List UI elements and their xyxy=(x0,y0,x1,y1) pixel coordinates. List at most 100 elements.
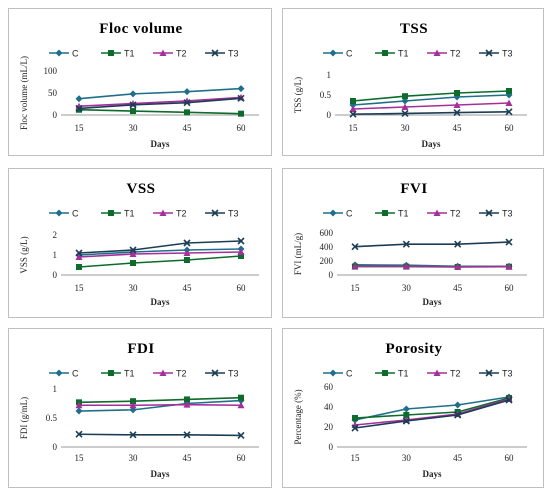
legend-marker-c xyxy=(55,49,63,57)
data-point-t3 xyxy=(75,249,83,257)
data-point-t3 xyxy=(129,431,137,439)
series-line-t1 xyxy=(354,397,510,419)
data-point-t1 xyxy=(130,398,136,405)
legend-marker-t1 xyxy=(108,210,114,216)
data-point-c xyxy=(402,405,410,413)
data-point-t1 xyxy=(402,93,408,100)
y-tick-label: 1 xyxy=(53,250,58,260)
legend-item-t2: T2 xyxy=(427,369,461,379)
series-line-t2 xyxy=(354,398,510,426)
series-line-c xyxy=(78,399,242,412)
chart-title: Floc volume xyxy=(99,21,182,37)
data-point-t3 xyxy=(183,431,191,439)
legend-label-t2: T2 xyxy=(176,369,187,379)
data-point-t2 xyxy=(402,262,410,270)
series-line-t3 xyxy=(78,433,242,437)
x-tick-label: 15 xyxy=(75,123,85,133)
x-tick-label: 15 xyxy=(351,453,361,463)
y-tick-label: 0.5 xyxy=(320,90,332,100)
x-axis-label: Days xyxy=(150,139,169,149)
legend-item-t2: T2 xyxy=(427,209,461,219)
legend-label-t3: T3 xyxy=(502,49,513,59)
series-t1 xyxy=(76,106,244,117)
data-point-t2 xyxy=(401,103,409,110)
legend-marker-t3 xyxy=(485,209,493,217)
y-tick-label: 400 xyxy=(320,242,334,252)
x-tick-label: 30 xyxy=(129,123,139,133)
data-point-t3 xyxy=(237,237,245,245)
data-point-t2 xyxy=(183,249,191,256)
legend-label-t2: T2 xyxy=(176,49,187,59)
data-point-t3 xyxy=(351,424,359,432)
legend-item-c: C xyxy=(323,49,353,59)
x-axis-label: Days xyxy=(150,297,169,307)
legend-label-t2: T2 xyxy=(450,49,461,59)
data-point-t3 xyxy=(454,411,462,419)
data-point-t2 xyxy=(75,401,83,409)
data-point-t2 xyxy=(183,401,191,408)
series-t2 xyxy=(75,248,245,260)
x-tick-label: 60 xyxy=(505,283,515,293)
data-point-t3 xyxy=(505,108,513,116)
data-point-t3 xyxy=(349,110,357,118)
legend-item-t2: T2 xyxy=(427,49,461,59)
legend-label-t1: T1 xyxy=(124,369,135,379)
data-point-c xyxy=(454,401,462,409)
legend-marker-t1 xyxy=(108,50,114,56)
data-point-t3 xyxy=(237,94,245,102)
legend-item-c: C xyxy=(49,209,79,219)
legend-label-t1: T1 xyxy=(398,369,409,379)
legend-marker-c xyxy=(329,369,337,377)
data-point-c xyxy=(237,85,245,93)
chart-panel-tss: TSS C T1 T2 T3 0 0.5 1 15 30 45 60 Days TSS (g/L) xyxy=(282,8,544,156)
data-point-t1 xyxy=(184,396,190,403)
series-t3 xyxy=(75,237,245,257)
series-line-c xyxy=(352,94,510,106)
data-point-t1 xyxy=(403,412,410,418)
legend-label-t3: T3 xyxy=(228,49,239,59)
data-point-t1 xyxy=(184,109,190,116)
data-point-t3 xyxy=(129,246,137,254)
legend-marker-t1 xyxy=(108,370,114,376)
x-axis-label: Days xyxy=(421,139,440,149)
data-point-t3 xyxy=(401,109,409,117)
data-point-t1 xyxy=(238,394,244,401)
x-tick-label: 60 xyxy=(505,453,515,463)
fdi-chart: FDI C T1 T2 T3 0 0.5 1 15 30 45 60 Days FDI (g/mL) xyxy=(19,341,259,479)
data-point-t3 xyxy=(453,109,461,117)
legend-item-c: C xyxy=(323,209,353,219)
x-axis-label: Days xyxy=(422,469,441,479)
series-line-t2 xyxy=(352,102,510,110)
series-t2 xyxy=(75,401,245,409)
x-tick-label: 60 xyxy=(505,123,515,133)
series-line-t3 xyxy=(352,111,510,115)
legend-marker-t3 xyxy=(485,369,493,377)
y-tick-label: 0 xyxy=(53,270,58,280)
data-point-t3 xyxy=(505,238,513,246)
data-point-c xyxy=(183,88,191,96)
data-point-t3 xyxy=(402,417,410,425)
x-tick-label: 15 xyxy=(75,283,85,293)
legend-marker-t2 xyxy=(433,369,441,376)
chart-title: FVI xyxy=(400,181,427,197)
legend-marker-t2 xyxy=(159,209,167,216)
chart-title: TSS xyxy=(400,21,428,37)
y-axis-label: TSS (g/L) xyxy=(293,77,303,113)
series-line-t2 xyxy=(79,403,242,407)
x-tick-label: 60 xyxy=(237,453,247,463)
y-tick-label: 40 xyxy=(324,402,334,412)
series-t1 xyxy=(76,253,244,270)
data-point-t2 xyxy=(453,101,461,108)
x-tick-label: 60 xyxy=(237,123,247,133)
legend-label-t2: T2 xyxy=(450,369,461,379)
legend-item-t3: T3 xyxy=(205,49,239,59)
x-tick-label: 45 xyxy=(453,123,463,133)
legend-marker-t2 xyxy=(433,209,441,216)
legend-marker-c xyxy=(329,209,337,217)
series-line-c xyxy=(78,87,242,100)
series-line-t3 xyxy=(78,97,242,110)
x-tick-label: 30 xyxy=(402,283,412,293)
chart-title: FDI xyxy=(127,341,154,357)
data-point-t3 xyxy=(505,396,513,404)
y-tick-label: 20 xyxy=(324,422,334,432)
